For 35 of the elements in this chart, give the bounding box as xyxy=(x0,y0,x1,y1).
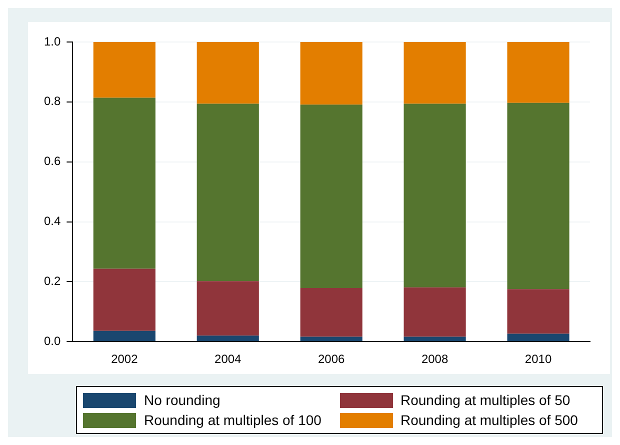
y-tick-label: 0.2 xyxy=(44,274,61,288)
legend-label: Rounding at multiples of 50 xyxy=(400,392,570,408)
bar xyxy=(300,288,362,337)
bar xyxy=(404,287,466,337)
bar xyxy=(404,336,466,342)
bar xyxy=(196,42,259,104)
bar xyxy=(196,336,259,342)
x-tick-label: 2006 xyxy=(318,352,346,366)
y-tick-label: 0.0 xyxy=(44,334,61,348)
legend-label: No rounding xyxy=(144,392,220,408)
bar xyxy=(93,42,156,98)
x-tick-label: 2004 xyxy=(214,352,242,366)
y-tick-label: 0.6 xyxy=(44,154,61,168)
bar xyxy=(93,330,156,342)
bar xyxy=(507,42,570,103)
bar xyxy=(507,102,570,290)
bar xyxy=(404,104,466,288)
bar xyxy=(404,42,466,104)
legend-label: Rounding at multiples of 100 xyxy=(144,412,322,428)
bar xyxy=(93,268,156,331)
legend-label: Rounding at multiples of 500 xyxy=(400,412,578,428)
bar xyxy=(196,104,259,282)
y-tick-label: 0.8 xyxy=(44,94,61,108)
bar xyxy=(93,98,156,269)
x-tick-label: 2002 xyxy=(111,352,138,366)
y-tick-label: 0.4 xyxy=(44,214,61,228)
y-tick-label: 1.0 xyxy=(44,34,61,48)
bar xyxy=(300,336,362,342)
bar xyxy=(300,42,362,105)
x-tick-label: 2008 xyxy=(421,352,448,366)
bar xyxy=(300,104,362,288)
x-tick-label: 2010 xyxy=(524,352,552,366)
bar xyxy=(196,281,259,336)
bar xyxy=(507,289,570,334)
bar xyxy=(507,334,570,342)
